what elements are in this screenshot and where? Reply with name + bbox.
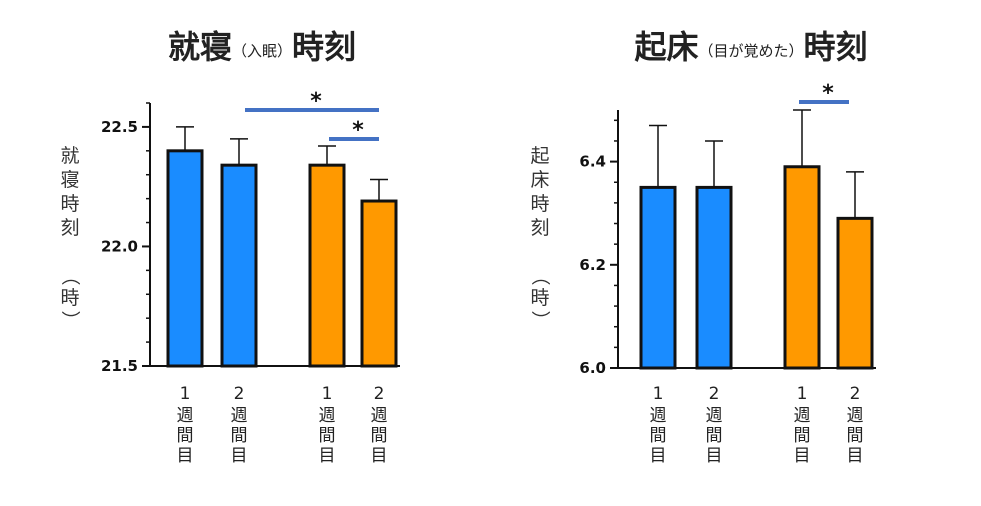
bar xyxy=(783,165,821,370)
x-category-char: 目 xyxy=(706,446,723,466)
chart-2: 起床（目が覚めた）時刻起床時刻（時）6.06.26.41週間目2週間目1週間目2… xyxy=(529,28,876,466)
x-category-number: 2 xyxy=(850,384,861,404)
x-category-char: 目 xyxy=(847,446,864,466)
bar xyxy=(166,149,204,368)
x-category-char: 目 xyxy=(650,446,667,466)
title-main: 起床 xyxy=(634,28,698,66)
title-paren: （目が覚めた） xyxy=(698,42,803,60)
x-category-char: 間 xyxy=(177,426,194,446)
x-category-number: 1 xyxy=(653,384,664,404)
significance-star: * xyxy=(352,118,364,143)
y-axis-unit-char: 時 xyxy=(530,287,549,309)
chart-1: 就寝（入眠）時刻就寝時刻（時）21.522.022.51週間目2週間目1週間目2… xyxy=(59,28,400,466)
bar xyxy=(836,216,874,370)
chart-title: 就寝（入眠）時刻 xyxy=(168,28,356,66)
x-category-number: 2 xyxy=(234,384,245,404)
title-paren: （入眠） xyxy=(232,42,292,60)
y-tick-label: 6.0 xyxy=(579,359,606,377)
x-category-char: 週 xyxy=(231,406,248,426)
y-tick-label: 22.5 xyxy=(101,118,138,136)
x-category-char: 目 xyxy=(231,446,248,466)
y-axis-label-char: 寝 xyxy=(60,169,79,191)
x-category-char: 間 xyxy=(650,426,667,446)
title-main: 就寝 xyxy=(168,28,232,66)
significance-star: * xyxy=(822,81,834,106)
y-axis-unit-char: 時 xyxy=(60,287,79,309)
y-axis-label-char: 起 xyxy=(530,145,549,167)
x-category-number: 1 xyxy=(322,384,333,404)
x-category-char: 間 xyxy=(231,426,248,446)
x-category-char: 週 xyxy=(794,406,811,426)
y-tick-label: 21.5 xyxy=(101,357,138,375)
y-axis-unit-char: ） xyxy=(59,310,81,329)
x-category-char: 間 xyxy=(371,426,388,446)
x-category-char: 目 xyxy=(794,446,811,466)
y-axis-unit-char: （ xyxy=(529,266,551,285)
y-tick-label: 22.0 xyxy=(101,237,138,255)
x-category-char: 間 xyxy=(794,426,811,446)
y-tick-label: 6.2 xyxy=(579,256,606,274)
x-category-number: 1 xyxy=(797,384,808,404)
x-category-char: 間 xyxy=(847,426,864,446)
bar xyxy=(639,185,677,370)
y-axis-label-char: 刻 xyxy=(60,217,79,239)
x-category-char: 間 xyxy=(319,426,336,446)
y-axis-unit-char: ） xyxy=(529,310,551,329)
bar xyxy=(308,163,346,368)
x-category-char: 週 xyxy=(319,406,336,426)
x-category-char: 間 xyxy=(706,426,723,446)
x-category-char: 週 xyxy=(847,406,864,426)
x-category-char: 週 xyxy=(371,406,388,426)
y-axis-label-char: 時 xyxy=(60,193,79,215)
bar xyxy=(220,163,258,368)
x-category-char: 週 xyxy=(650,406,667,426)
chart-title: 起床（目が覚めた）時刻 xyxy=(634,28,867,66)
significance-star: * xyxy=(310,89,322,114)
y-axis-label-char: 床 xyxy=(530,169,549,191)
y-axis-unit-char: （ xyxy=(59,266,81,285)
x-category-char: 週 xyxy=(706,406,723,426)
y-axis-label-char: 刻 xyxy=(530,217,549,239)
x-category-char: 目 xyxy=(177,446,194,466)
x-category-char: 週 xyxy=(177,406,194,426)
x-category-char: 目 xyxy=(371,446,388,466)
x-category-number: 2 xyxy=(709,384,720,404)
x-category-char: 目 xyxy=(319,446,336,466)
y-axis-label-char: 就 xyxy=(60,145,79,167)
bar xyxy=(695,185,733,370)
y-axis-label-char: 時 xyxy=(530,193,549,215)
bar xyxy=(360,199,398,368)
title-suffix: 時刻 xyxy=(292,28,356,66)
x-category-number: 1 xyxy=(180,384,191,404)
x-category-number: 2 xyxy=(374,384,385,404)
title-suffix: 時刻 xyxy=(804,28,868,66)
y-tick-label: 6.4 xyxy=(579,153,606,171)
